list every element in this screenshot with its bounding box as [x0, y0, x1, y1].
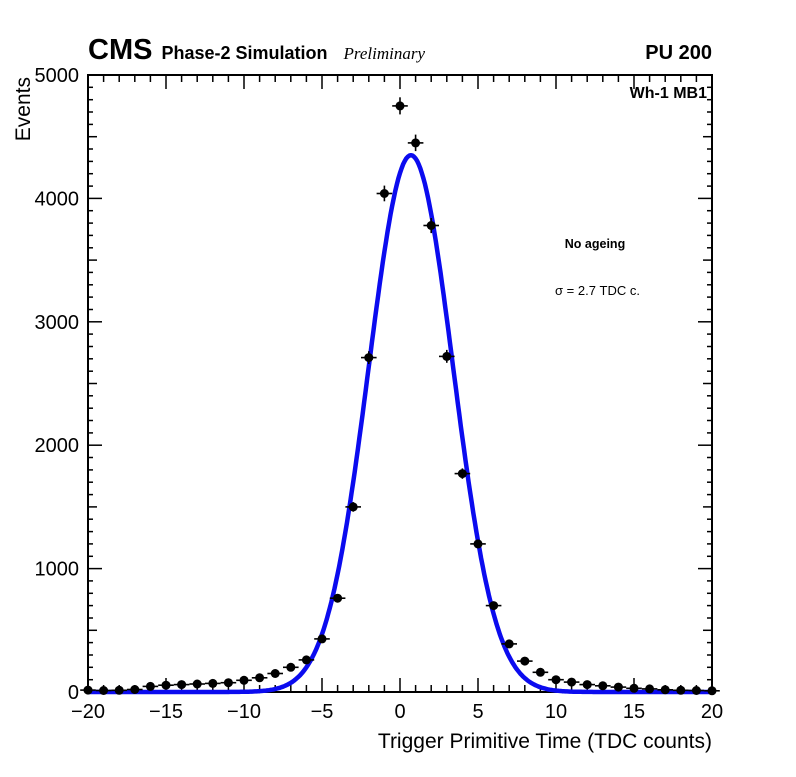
data-point-marker [255, 673, 265, 683]
data-point-marker [161, 680, 171, 690]
data-point-marker [99, 686, 109, 695]
data-point-marker [177, 680, 187, 690]
simulation-label: Phase-2 Simulation [161, 43, 328, 63]
data-points [80, 97, 720, 696]
data-point-marker [457, 469, 467, 479]
svg-text:3000: 3000 [35, 312, 80, 334]
data-point-marker [442, 351, 452, 361]
data-point-marker [395, 101, 405, 111]
svg-text:20: 20 [701, 701, 723, 723]
svg-text:15: 15 [623, 701, 645, 723]
data-point-marker [239, 675, 249, 685]
data-point-marker [364, 353, 374, 363]
data-point-marker [379, 189, 389, 198]
data-point-marker [535, 667, 545, 677]
data-point-marker [473, 539, 483, 549]
data-point-marker [629, 683, 639, 693]
svg-text:4000: 4000 [35, 188, 80, 210]
svg-text:5000: 5000 [35, 65, 80, 87]
data-point-marker [598, 681, 608, 691]
x-axis-title: Trigger Primitive Time (TDC counts) [378, 730, 712, 753]
data-point-marker [301, 655, 311, 665]
ageing-annotation: No ageing [564, 237, 626, 251]
svg-text:−5: −5 [311, 701, 334, 723]
data-point-marker [567, 677, 577, 687]
chamber-label: Wh-1 MB1 [629, 85, 707, 102]
svg-text:5: 5 [472, 701, 483, 723]
data-point-marker [286, 662, 296, 672]
svg-text:0: 0 [394, 701, 405, 723]
data-point-marker [348, 502, 358, 512]
svg-text:2000: 2000 [35, 435, 80, 457]
y-axis-title: Events [12, 77, 35, 141]
svg-text:0: 0 [68, 682, 79, 704]
data-point-marker [582, 680, 592, 690]
data-point-marker [145, 681, 155, 691]
data-point-marker [270, 669, 280, 678]
data-point-marker [691, 686, 701, 695]
svg-text:1000: 1000 [35, 559, 80, 581]
data-point-marker [192, 679, 202, 689]
data-point-marker [208, 678, 218, 688]
plot-frame [87, 74, 713, 693]
data-point-marker [520, 656, 530, 666]
svg-text:−15: −15 [149, 701, 183, 723]
sigma-annotation: σ = 2.7 TDC c. [555, 283, 640, 298]
data-point-marker [426, 221, 436, 230]
data-point-marker [317, 634, 327, 644]
cms-logo-text: CMS [88, 34, 153, 66]
y-tick-labels: 0 1000 2000 3000 4000 5000 [35, 65, 80, 704]
x-tick-labels: −20 −15 −10 −5 0 5 10 15 20 [71, 701, 723, 723]
data-point-marker [676, 685, 686, 695]
header-row: CMS Phase-2 Simulation Preliminary PU 20… [88, 34, 712, 67]
data-point-marker [645, 684, 655, 694]
data-point-marker [411, 138, 421, 148]
data-point-marker [333, 593, 343, 603]
data-point-marker [130, 685, 140, 694]
svg-text:−20: −20 [71, 701, 105, 723]
gaussian-fit-curve [85, 152, 715, 695]
data-point-marker [114, 685, 124, 695]
pileup-label: PU 200 [645, 42, 712, 64]
svg-text:10: 10 [545, 701, 567, 723]
svg-text:−10: −10 [227, 701, 261, 723]
data-point-marker [223, 678, 233, 688]
preliminary-label: Preliminary [343, 44, 426, 63]
data-point-marker [707, 686, 717, 696]
data-point-marker [489, 601, 499, 611]
data-point-marker [551, 675, 561, 685]
data-point-marker [660, 685, 670, 695]
data-point-marker [504, 639, 514, 649]
data-point-marker [83, 685, 93, 695]
data-point-marker [613, 682, 623, 692]
